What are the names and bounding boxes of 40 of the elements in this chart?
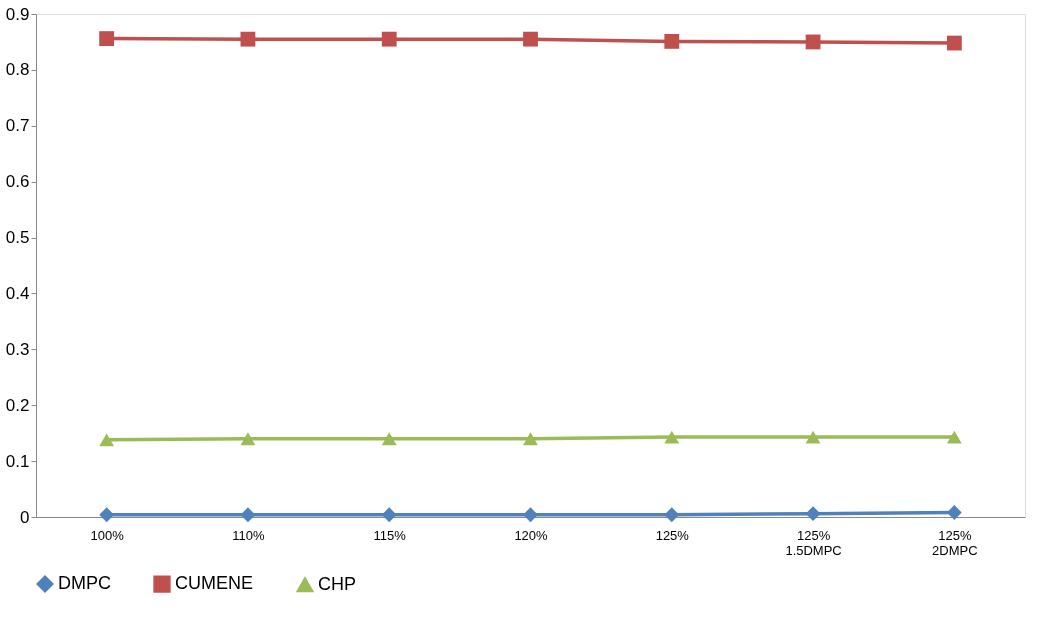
legend-label: CUMENE: [175, 573, 254, 594]
point: [523, 432, 538, 446]
point: [381, 507, 397, 523]
x-tick-label: 100%: [90, 527, 125, 543]
point: [946, 505, 962, 520]
point: [240, 507, 256, 523]
legend-label: DMPC: [58, 573, 111, 594]
point: [805, 430, 821, 444]
y-tick-label: 0.4: [5, 283, 30, 303]
x-tick-label: 110%: [232, 527, 266, 543]
y-tick-label: 0.8: [5, 60, 30, 80]
y-tick-label: 0: [20, 507, 30, 527]
legend-label: CHP: [318, 573, 357, 594]
point: [99, 433, 115, 447]
point: [240, 31, 256, 47]
point: [664, 507, 680, 523]
point: [99, 31, 115, 47]
y-tick-label: 0.5: [5, 228, 30, 248]
y-tick-label: 0.6: [5, 172, 30, 192]
y-tick-label: 0.9: [5, 4, 30, 24]
x-tick-label: 125%: [655, 527, 690, 543]
y-tick-label: 0.7: [5, 116, 30, 136]
point: [805, 506, 821, 522]
point: [381, 31, 397, 47]
point: [240, 432, 256, 446]
point: [946, 430, 962, 444]
point: [523, 507, 538, 523]
x-tick-label: 125% 2DMPC: [932, 527, 978, 558]
y-tick-label: 0.1: [5, 451, 30, 471]
point: [946, 35, 962, 51]
point: [99, 507, 115, 523]
point: [381, 432, 397, 446]
y-tick-label: 0.2: [5, 395, 30, 415]
x-tick-label: 125% 1.5DMPC: [785, 527, 842, 558]
point: [664, 33, 680, 49]
x-tick-label: 120%: [514, 527, 549, 543]
y-tick-label: 0.3: [5, 339, 30, 359]
x-tick-label: 115%: [373, 527, 407, 543]
point: [523, 31, 538, 47]
point: [664, 430, 680, 444]
